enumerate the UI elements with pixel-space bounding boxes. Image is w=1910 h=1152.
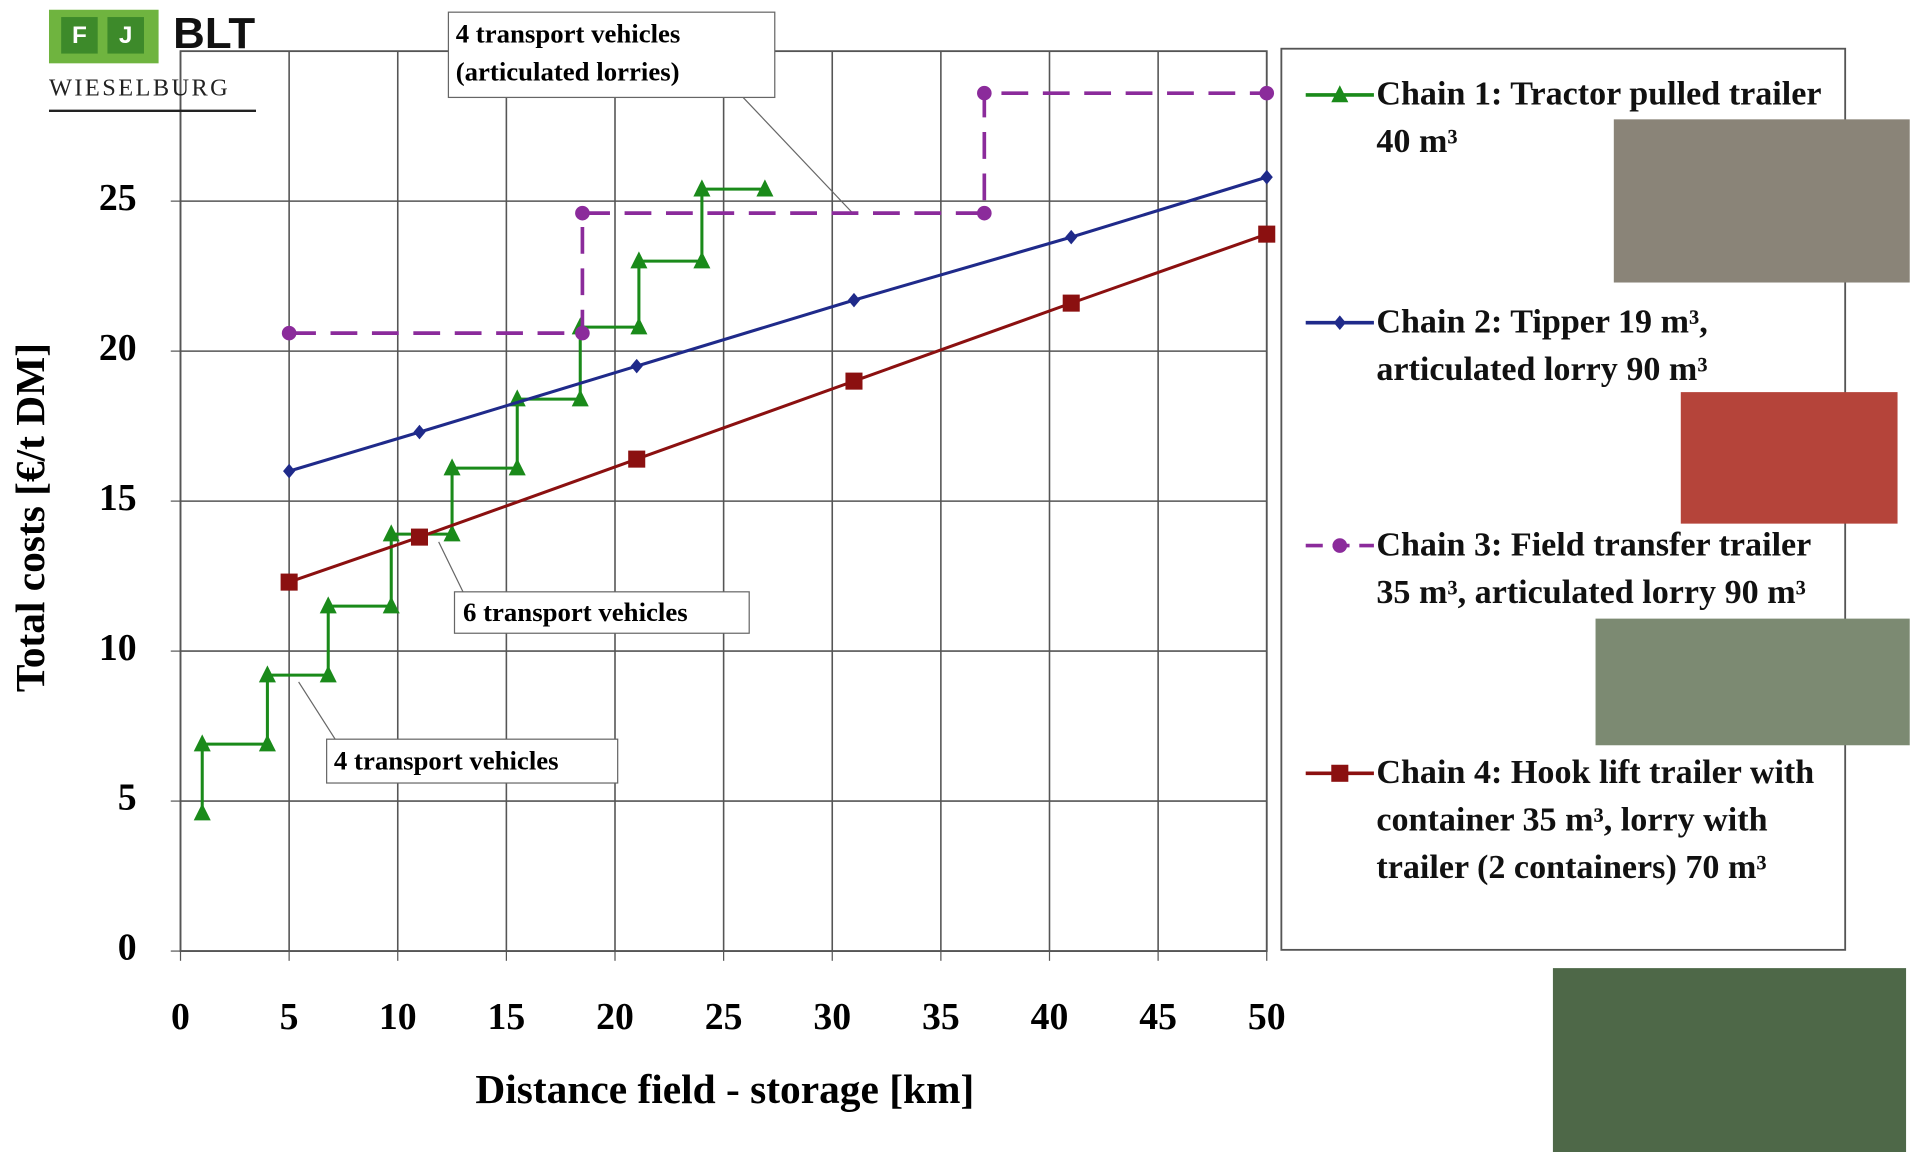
logo: F J BLT WIESELBURG — [48, 9, 257, 113]
marker — [258, 734, 276, 752]
x-tick-label: 20 — [596, 996, 634, 1038]
legend-label: Chain 4: Hook lift trailer with containe… — [1376, 753, 1815, 887]
y-tick-label: 5 — [118, 777, 137, 819]
x-tick-label: 50 — [1248, 996, 1286, 1038]
legend-marker — [1331, 764, 1349, 782]
marker — [630, 358, 643, 374]
marker — [193, 803, 211, 821]
annotation: 4 transport vehicles — [334, 746, 559, 776]
x-tick-label: 25 — [705, 996, 743, 1038]
legend-marker — [1332, 538, 1348, 553]
x-tick-label: 30 — [813, 996, 851, 1038]
x-tick-label: 45 — [1139, 996, 1177, 1038]
legend-entry: Chain 4: Hook lift trailer with containe… — [1376, 753, 1815, 887]
marker — [575, 205, 590, 221]
logo-letter: J — [119, 22, 133, 49]
logo-tile — [107, 17, 144, 54]
legend-marker — [1331, 85, 1349, 103]
marker — [575, 325, 590, 341]
annotation-box — [326, 738, 619, 784]
leader-line — [438, 541, 464, 593]
x-tick-label: 40 — [1031, 996, 1069, 1038]
marker — [630, 251, 648, 269]
marker — [443, 458, 461, 476]
series-line — [288, 175, 1268, 473]
marker — [280, 573, 298, 591]
annotation: (articulated lorries) — [456, 56, 680, 86]
marker — [571, 389, 589, 407]
y-tick-label: 20 — [99, 327, 137, 369]
annotation: 4 transport vehicles — [456, 19, 681, 49]
marker — [1258, 225, 1276, 243]
y-tick-label: 0 — [118, 927, 137, 969]
photo — [1552, 968, 1907, 1152]
series-line — [288, 232, 1268, 584]
x-tick-label: 5 — [280, 996, 299, 1038]
logo-place: WIESELBURG — [49, 75, 230, 102]
marker — [319, 596, 337, 614]
y-axis-label: Total costs [€/t DM] — [7, 343, 53, 692]
legend-entry: Chain 1: Tractor pulled trailer 40 m³ — [1376, 75, 1821, 161]
photo — [1613, 119, 1910, 283]
marker — [693, 251, 711, 269]
marker — [1260, 169, 1273, 185]
marker — [193, 734, 211, 752]
marker — [382, 596, 400, 614]
photo — [1595, 618, 1910, 746]
annotation-box — [447, 11, 776, 99]
y-tick-label: 15 — [99, 477, 137, 519]
y-tick-label: 25 — [99, 177, 137, 219]
marker — [319, 665, 337, 683]
marker — [845, 372, 863, 390]
marker — [382, 524, 400, 542]
annotation: 6 transport vehicles — [463, 597, 688, 627]
annotations — [298, 11, 854, 784]
marker — [756, 179, 774, 197]
logo-letter: F — [72, 22, 87, 49]
marker — [283, 463, 296, 479]
grid — [170, 51, 1268, 961]
marker — [628, 450, 646, 468]
marker — [508, 458, 526, 476]
legend-label: Chain 2: Tipper 19 m³, articulated lorry… — [1376, 303, 1708, 389]
legend-entry: Chain 3: Field transfer trailer 35 m³, a… — [1376, 526, 1811, 612]
leader-line — [298, 681, 336, 740]
marker — [1062, 294, 1080, 312]
x-tick-label: 10 — [379, 996, 417, 1038]
series-line — [289, 91, 1267, 335]
marker — [847, 292, 861, 308]
legend-label: Chain 3: Field transfer trailer 35 m³, a… — [1376, 526, 1811, 612]
y-tick-label: 10 — [99, 627, 137, 669]
marker — [977, 85, 992, 101]
leader-line — [742, 97, 854, 214]
legend-entry: Chain 2: Tipper 19 m³, articulated lorry… — [1376, 303, 1708, 389]
marker — [413, 424, 426, 440]
photo — [1680, 392, 1898, 524]
marker — [258, 665, 276, 683]
marker — [977, 205, 992, 221]
marker — [443, 524, 461, 542]
marker — [281, 325, 297, 341]
marker — [630, 317, 648, 335]
logo-tile — [61, 17, 98, 54]
marker — [1259, 85, 1275, 101]
marker — [1065, 229, 1078, 245]
x-axis-label: Distance field - storage [km] — [475, 1066, 974, 1112]
x-tick-label: 15 — [488, 996, 526, 1038]
x-tick-label: 35 — [922, 996, 960, 1038]
x-tick-label: 0 — [171, 996, 190, 1038]
annotation-box — [453, 591, 750, 634]
legend-label: Chain 1: Tractor pulled trailer 40 m³ — [1376, 75, 1821, 161]
legend-marker — [1333, 315, 1346, 331]
logo-name: BLT — [173, 9, 255, 58]
marker — [693, 179, 711, 197]
marker — [410, 528, 429, 546]
